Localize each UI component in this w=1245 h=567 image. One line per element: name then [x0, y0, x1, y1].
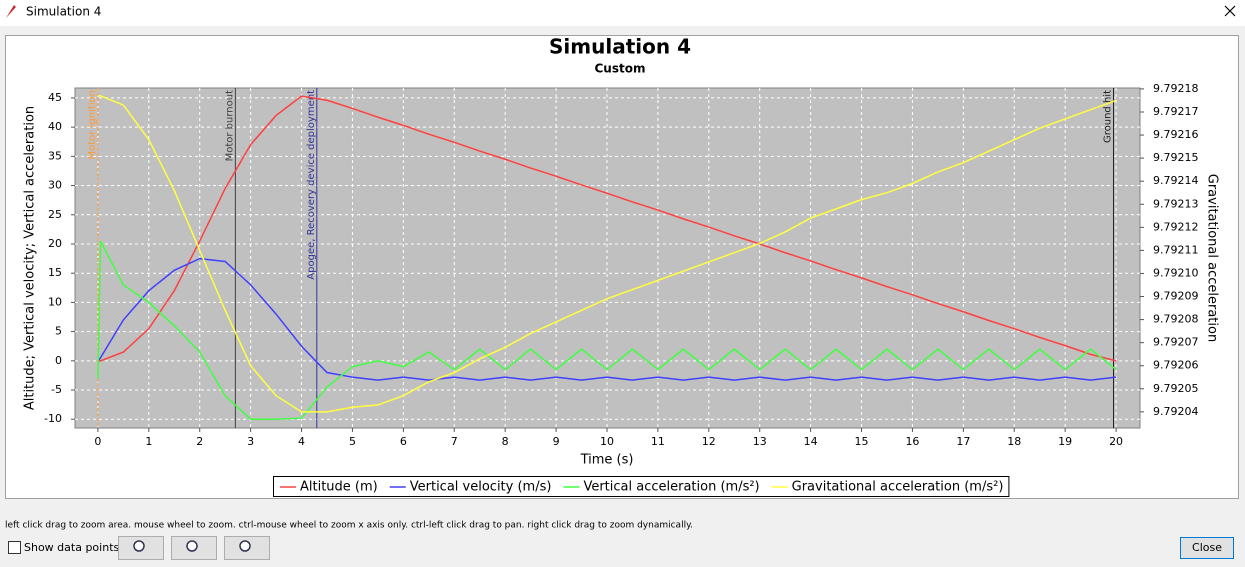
x-tick-label: 18 [1007, 435, 1021, 448]
axes: 0 1 2 3 4 5 6 7 8 9 10 11 12 13 14 15 16 17 18 19 20-10-5051… [44, 82, 1198, 448]
series-line [97, 95, 1117, 413]
x-tick-label: 7 [451, 435, 458, 448]
y-tick-label: 25 [48, 208, 62, 221]
x-tick-label: 2 [196, 435, 203, 448]
x-tick-label: 5 [349, 435, 356, 448]
zoom-icon [186, 540, 198, 552]
y-axis-label: Altitude; Vertical velocity; Vertical ac… [23, 106, 38, 410]
x-tick-label: 8 [502, 435, 509, 448]
zoom-icon [239, 540, 251, 552]
chart-subtitle: Custom [595, 62, 646, 76]
x-tick-label: 17 [956, 435, 970, 448]
y-tick-label: 5 [55, 325, 62, 338]
y2-tick-label: 9.79208 [1153, 313, 1199, 326]
y2-tick-label: 9.79207 [1153, 336, 1199, 349]
close-x[interactable] [1224, 5, 1236, 17]
legend-label: Altitude (m) [300, 480, 378, 495]
y-tick-label: 10 [48, 295, 62, 308]
x-tick-label: 9 [553, 435, 560, 448]
x-tick-label: 1 [145, 435, 152, 448]
x-tick-label: 16 [905, 435, 919, 448]
x-tick-label: 10 [600, 435, 614, 448]
title-bar [0, 0, 1245, 26]
y2-axis-label: Gravitational acceleration [1205, 174, 1220, 342]
checkbox[interactable] [8, 541, 21, 554]
events: Motor ignition Motor burnout Apogee, Recov… [87, 88, 1115, 428]
y2-tick-label: 9.79213 [1153, 197, 1199, 210]
x-axis-label: Time (s) [580, 453, 634, 468]
event-label: Apogee, Recovery device deployment [306, 90, 317, 280]
y2-tick-label: 9.79212 [1153, 220, 1199, 233]
y2-tick-label: 9.79206 [1153, 359, 1199, 372]
chart-title: Simulation 4 [549, 35, 691, 59]
x-tick-label: 4 [298, 435, 305, 448]
y-tick-label: 15 [48, 266, 62, 279]
event-label: Motor ignition [87, 90, 98, 159]
legend-label: Vertical velocity (m/s) [410, 480, 552, 495]
checkbox-label[interactable]: Show data points [24, 541, 120, 554]
event-label: Ground hit [1103, 90, 1114, 143]
y2-tick-label: 9.79210 [1153, 266, 1199, 279]
y-tick-label: 30 [48, 179, 62, 192]
x-tick-label: 0 [94, 435, 101, 448]
y-tick-label: 0 [55, 354, 62, 367]
x-tick-label: 11 [651, 435, 665, 448]
zoom-buttons [118, 536, 270, 560]
y2-tick-label: 9.79217 [1153, 105, 1199, 118]
event-label: Motor burnout [224, 90, 235, 161]
x-tick-label: 19 [1058, 435, 1072, 448]
zoom-icon [133, 540, 145, 552]
y-tick-label: -10 [44, 412, 62, 425]
plot-area [74, 87, 1141, 429]
hint: left click drag to zoom area. mouse whee… [5, 521, 693, 531]
series-line [97, 95, 1117, 362]
y2-tick-label: 9.79216 [1153, 128, 1199, 141]
window-title: Simulation 4 [26, 5, 101, 19]
x-tick-label: 15 [855, 435, 869, 448]
close-button[interactable] [1180, 537, 1234, 559]
y2-tick-label: 9.79218 [1153, 82, 1199, 95]
x-tick-label: 13 [753, 435, 767, 448]
y-tick-label: -5 [51, 383, 62, 396]
close-button-label[interactable]: Close [1192, 541, 1222, 554]
legend-label: Gravitational acceleration (m/s²) [792, 480, 1004, 495]
app-icon [6, 5, 16, 18]
y2-tick-label: 9.79209 [1153, 290, 1199, 303]
series-line [97, 257, 1117, 381]
x-tick-label: 20 [1109, 435, 1123, 448]
y2-tick-label: 9.79214 [1153, 174, 1199, 187]
y-tick-label: 40 [48, 120, 62, 133]
y2-tick-label: 9.79211 [1153, 243, 1199, 256]
y2-tick-label: 9.79204 [1153, 405, 1199, 418]
legend-box [273, 476, 1010, 497]
y-tick-label: 45 [48, 91, 62, 104]
y-tick-label: 35 [48, 149, 62, 162]
series-line [97, 240, 1117, 420]
y-tick-label: 20 [48, 237, 62, 250]
y2-tick-label: 9.79215 [1153, 151, 1199, 164]
lines [97, 95, 1117, 420]
x-tick-label: 6 [400, 435, 407, 448]
legend-label: Vertical acceleration (m/s²) [583, 480, 759, 495]
x-tick-label: 3 [247, 435, 254, 448]
x-tick-label: 12 [702, 435, 716, 448]
y2-tick-label: 9.79205 [1153, 382, 1199, 395]
x-tick-label: 14 [804, 435, 818, 448]
legend: Altitude (m) Vertical velocity (m/s) Verti… [273, 476, 1010, 497]
grid [75, 88, 1140, 428]
